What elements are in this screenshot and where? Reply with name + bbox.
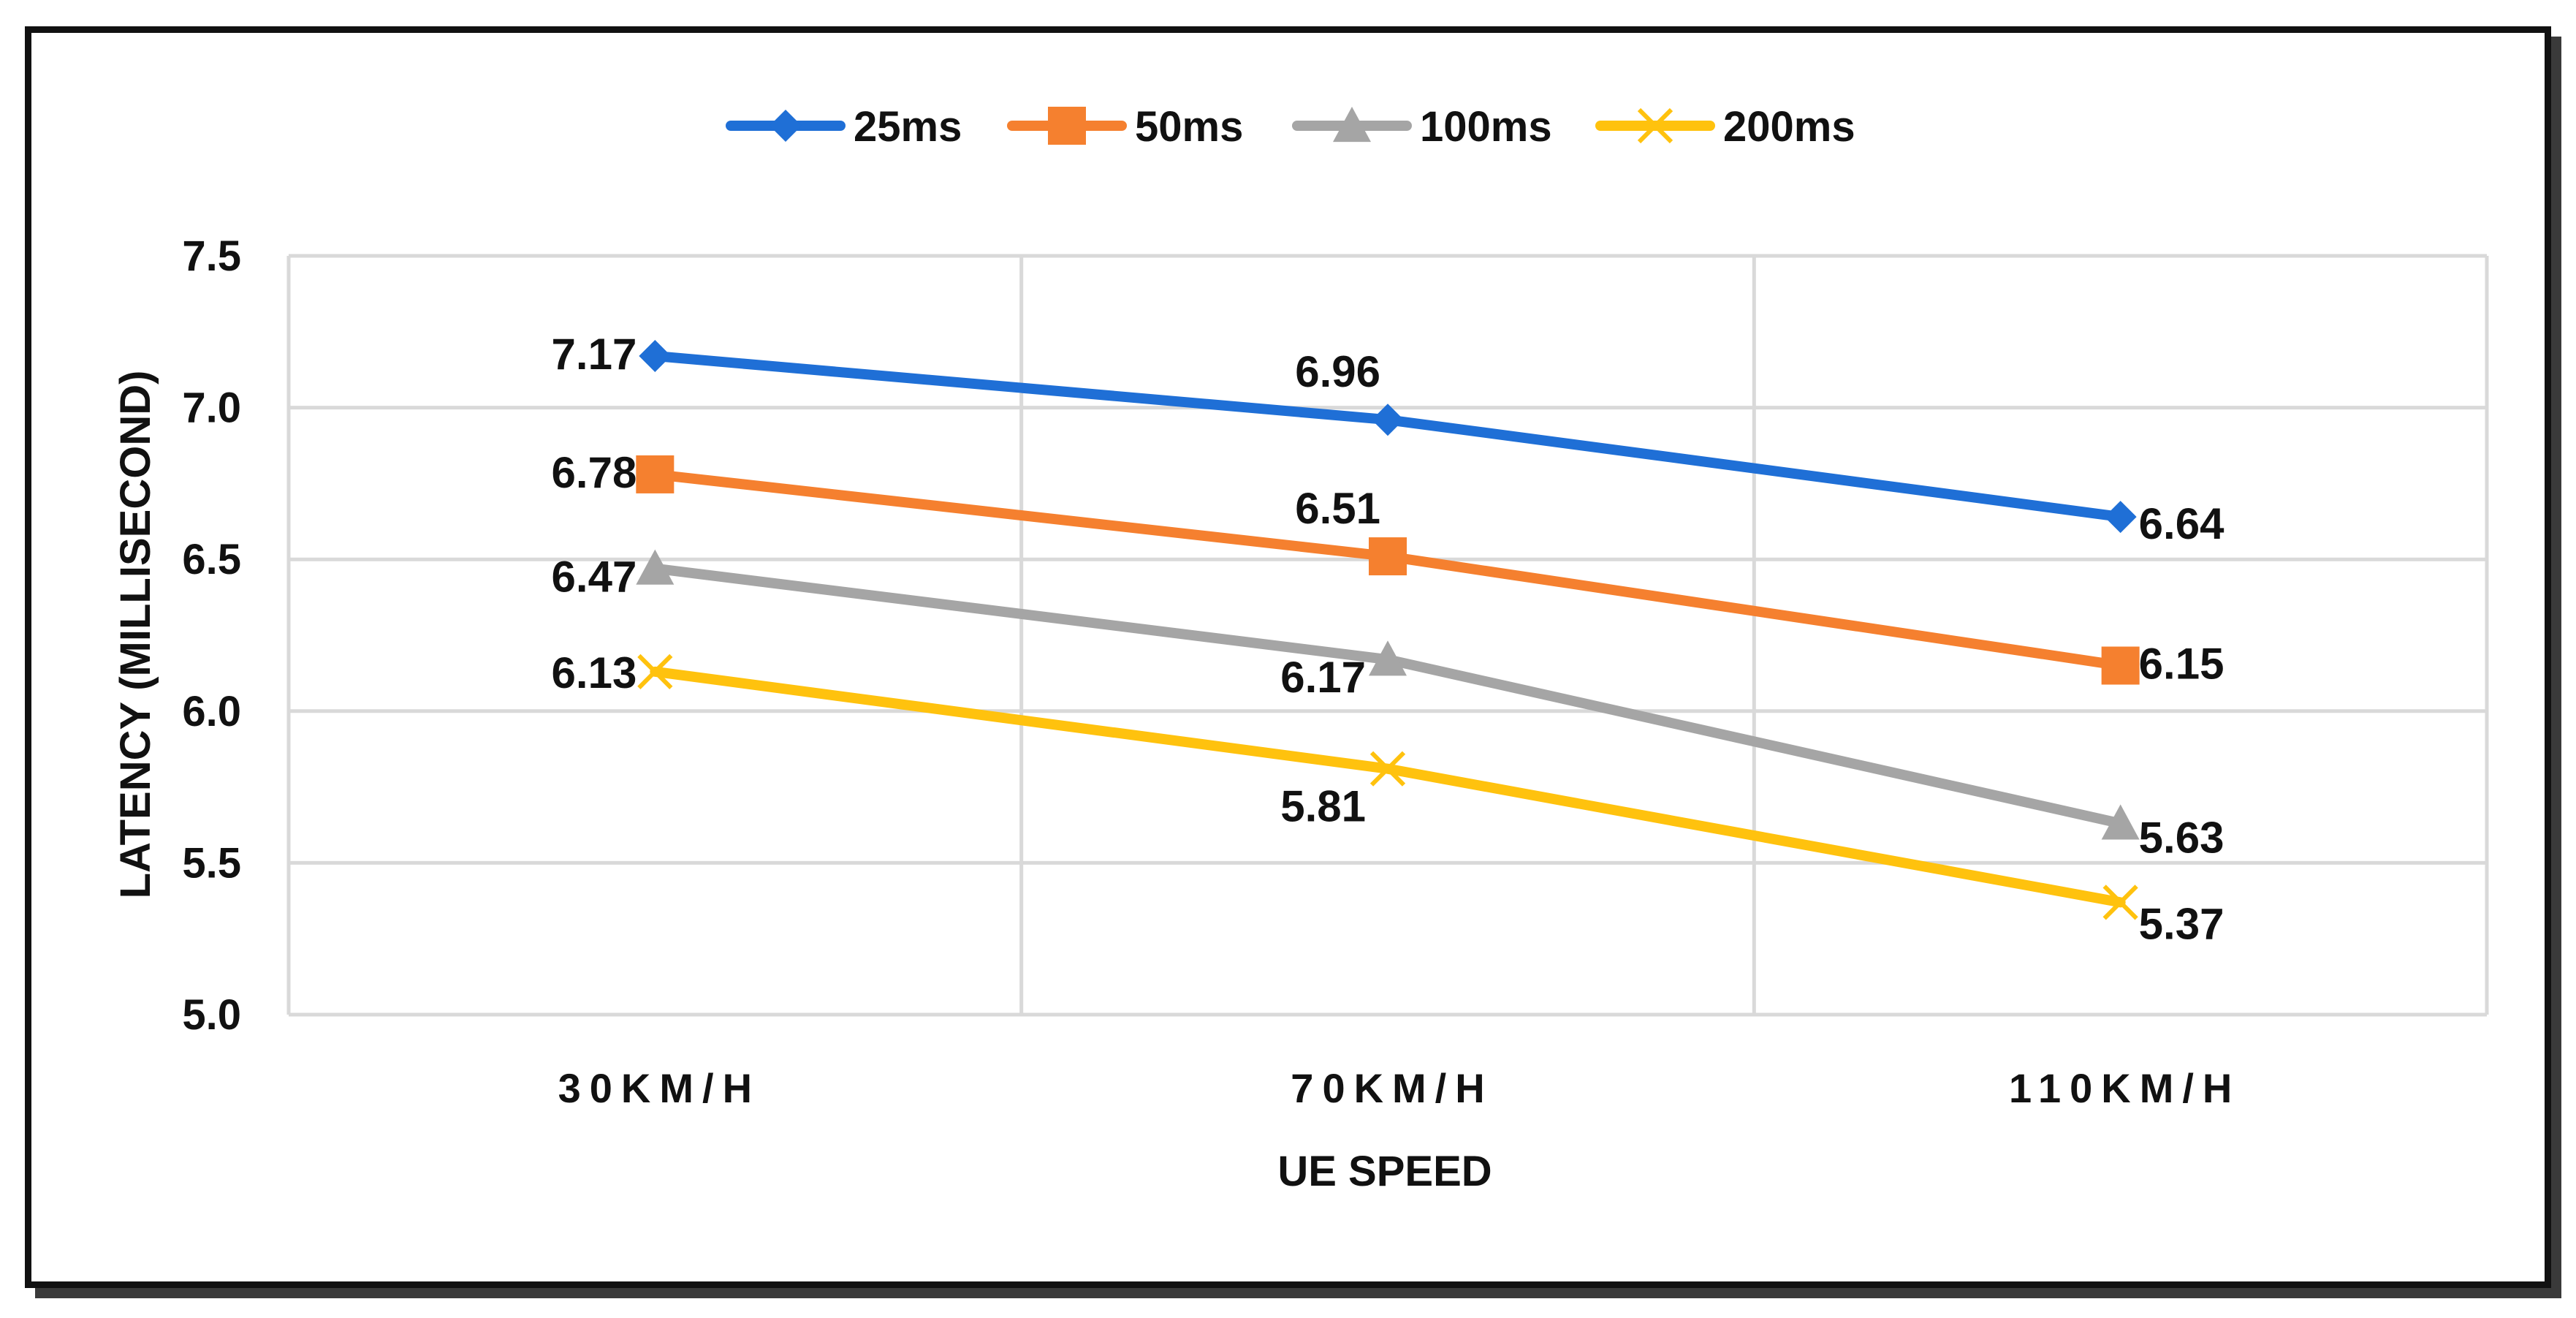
marker-200ms-2 <box>2102 885 2138 920</box>
legend-marker-100ms <box>1333 107 1371 143</box>
marker-100ms-0 <box>636 549 675 585</box>
legend: 25ms 50ms 100ms 200ms <box>726 103 1855 151</box>
series-markers <box>636 340 2140 920</box>
data-label: 6.17 <box>1280 653 1366 702</box>
marker-25ms-2 <box>2104 501 2137 534</box>
x-tick-label: 70KM/H <box>1291 1065 1493 1111</box>
x-axis-ticks: 30KM/H 70KM/H 110KM/H <box>558 1065 2241 1111</box>
marker-50ms-2 <box>2101 646 2140 685</box>
marker-100ms-2 <box>2101 804 2140 840</box>
legend-label: 25ms <box>854 103 962 151</box>
legend-label: 200ms <box>1723 103 1855 151</box>
x-tick-label: 110KM/H <box>2009 1065 2241 1111</box>
marker-200ms-1 <box>1369 751 1406 787</box>
series-lines <box>650 351 2126 908</box>
data-label: 7.17 <box>552 330 637 379</box>
y-tick-label: 6.0 <box>182 688 241 735</box>
marker-50ms-0 <box>636 455 675 493</box>
data-label: 6.47 <box>552 553 637 602</box>
legend-item-50ms: 50ms <box>1007 103 1243 151</box>
legend-marker-50ms <box>1048 107 1086 145</box>
data-labels: 7.17 6.96 6.64 6.78 6.51 6.15 6.47 6.17 5.63 6.13… <box>552 330 2225 948</box>
data-label: 6.15 <box>2139 640 2224 689</box>
y-axis-ticks: 5.0 5.5 6.0 6.5 7.0 7.5 <box>182 232 241 1039</box>
series-line-200ms <box>650 666 2126 908</box>
legend-item-200ms: 200ms <box>1595 103 1855 151</box>
data-label: 6.51 <box>1295 484 1380 533</box>
grid-lines <box>286 254 2489 1017</box>
legend-item-100ms: 100ms <box>1292 103 1552 151</box>
legend-label: 100ms <box>1420 103 1552 151</box>
x-tick-label: 30KM/H <box>558 1065 761 1111</box>
series-line-25ms <box>650 351 2126 523</box>
y-tick-label: 6.5 <box>182 536 241 583</box>
marker-200ms-0 <box>637 654 673 689</box>
x-axis-title: UE SPEED <box>1277 1148 1492 1195</box>
marker-100ms-1 <box>1369 640 1407 676</box>
legend-marker-200ms <box>1637 107 1673 144</box>
y-tick-label: 7.5 <box>182 232 241 280</box>
marker-50ms-1 <box>1369 537 1407 576</box>
data-label: 6.78 <box>552 448 637 497</box>
data-label: 6.96 <box>1295 347 1380 396</box>
data-label: 6.13 <box>552 648 637 697</box>
marker-25ms-0 <box>639 340 672 373</box>
y-tick-label: 5.0 <box>182 991 241 1039</box>
data-label: 6.64 <box>2139 499 2224 548</box>
y-tick-label: 5.5 <box>182 839 241 887</box>
data-label: 5.37 <box>2139 899 2224 948</box>
data-label: 5.63 <box>2139 813 2224 862</box>
data-label: 5.81 <box>1280 782 1366 831</box>
y-axis-title: LATENCY (MILLISECOND) <box>112 371 159 899</box>
legend-label: 50ms <box>1135 103 1243 151</box>
marker-25ms-1 <box>1372 404 1404 436</box>
legend-marker-25ms <box>770 110 802 142</box>
y-tick-label: 7.0 <box>182 385 241 432</box>
legend-item-25ms: 25ms <box>726 103 962 151</box>
